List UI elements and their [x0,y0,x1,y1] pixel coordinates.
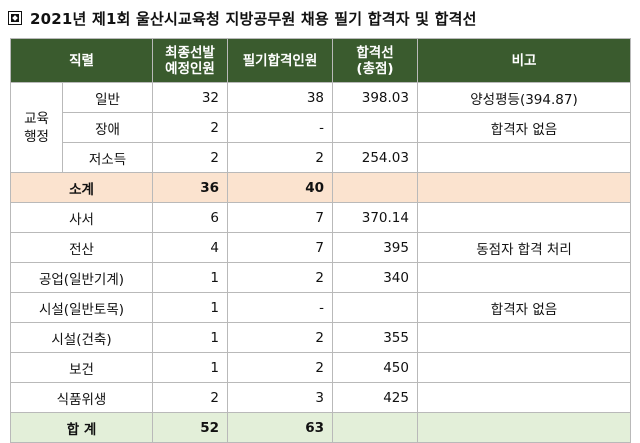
row-name: 식품위생 [10,382,153,413]
row-name: 시설(건축) [10,322,153,353]
results-table: 직렬 최종선발 예정인원 필기합격인원 합격선 (총점) 비고 교육 행정 일반… [10,38,631,443]
row-cutoff: 370.14 [332,202,418,233]
row-planned: 1 [152,292,228,323]
row-cutoff [332,172,418,203]
row-name: 사서 [10,202,153,233]
row-passed: 63 [227,412,333,443]
row-passed: - [227,112,333,143]
row-note [417,412,631,443]
page-title: 2021년 제1회 울산시교육청 지방공무원 채용 필기 합격자 및 합격선 [8,6,477,30]
row-passed: 3 [227,382,333,413]
row-passed: 2 [227,322,333,353]
row-passed: 40 [227,172,333,203]
row-name: 보건 [10,352,153,383]
table-row: 공업(일반기계) 1 2 340 [10,262,631,293]
row-cutoff [332,412,418,443]
row-planned: 2 [152,382,228,413]
row-note: 합격자 없음 [417,292,631,323]
row-note [417,262,631,293]
subtotal-row: 소계 36 40 [10,172,631,203]
row-name: 소계 [10,172,153,203]
table-row: 교육 행정 일반 32 38 398.03 양성평등(394.87) [10,82,631,173]
row-name: 합 계 [10,412,153,443]
row-planned: 1 [152,262,228,293]
header-note: 비고 [417,38,631,83]
row-passed: 7 [227,202,333,233]
row-planned: 32 [152,82,228,113]
row-cutoff [332,292,418,323]
row-passed: 38 [227,82,333,113]
row-planned: 6 [152,202,228,233]
group-label: 교육 행정 [10,82,63,173]
header-cutoff: 합격선 (총점) [332,38,418,83]
row-note [417,142,631,173]
row-passed: 2 [227,142,333,173]
header-passed: 필기합격인원 [227,38,333,83]
title-text: 2021년 제1회 울산시교육청 지방공무원 채용 필기 합격자 및 합격선 [30,9,477,28]
row-passed: 2 [227,352,333,383]
row-passed: 2 [227,262,333,293]
row-cutoff: 450 [332,352,418,383]
row-name: 시설(일반토목) [10,292,153,323]
row-planned: 1 [152,322,228,353]
row-planned: 1 [152,352,228,383]
row-planned: 52 [152,412,228,443]
total-row: 합 계 52 63 [10,412,631,443]
row-name: 전산 [10,232,153,263]
row-cutoff: 425 [332,382,418,413]
row-note: 합격자 없음 [417,112,631,143]
row-cutoff: 355 [332,322,418,353]
header-planned: 최종선발 예정인원 [152,38,228,83]
header-job: 직렬 [10,38,153,83]
table-row: 장애 2 - 합격자 없음 [11,112,631,143]
table-header-row: 직렬 최종선발 예정인원 필기합격인원 합격선 (총점) 비고 [10,38,631,83]
row-passed: - [227,292,333,323]
table-row: 시설(일반토목) 1 - 합격자 없음 [10,292,631,323]
row-planned: 4 [152,232,228,263]
row-note [417,202,631,233]
row-name: 장애 [62,112,153,143]
row-note: 동점자 합격 처리 [417,232,631,263]
row-name: 공업(일반기계) [10,262,153,293]
row-cutoff: 395 [332,232,418,263]
square-bullet-icon [8,11,22,25]
table-row: 시설(건축) 1 2 355 [10,322,631,353]
row-name: 일반 [62,82,153,113]
table-row: 식품위생 2 3 425 [10,382,631,413]
table-row: 사서 6 7 370.14 [10,202,631,233]
row-note [417,322,631,353]
row-note [417,382,631,413]
table-row: 보건 1 2 450 [10,352,631,383]
row-passed: 7 [227,232,333,263]
row-note [417,172,631,203]
row-cutoff: 254.03 [332,142,418,173]
table-row: 전산 4 7 395 동점자 합격 처리 [10,232,631,263]
row-planned: 2 [152,142,228,173]
row-name: 저소득 [62,142,153,173]
row-cutoff: 398.03 [332,82,418,113]
row-planned: 2 [152,112,228,143]
row-cutoff [332,112,418,143]
row-cutoff: 340 [332,262,418,293]
table-row: 저소득 2 2 254.03 [11,142,631,173]
row-note [417,352,631,383]
row-planned: 36 [152,172,228,203]
row-note: 양성평등(394.87) [417,82,631,113]
